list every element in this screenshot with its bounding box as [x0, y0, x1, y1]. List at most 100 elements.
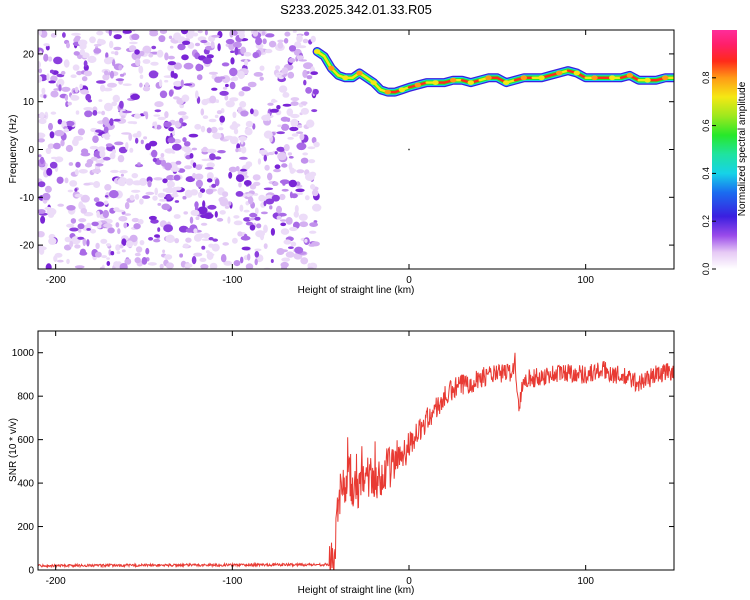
noise-speckle [78, 39, 88, 46]
noise-speckle [106, 261, 111, 266]
noise-speckle [296, 34, 303, 43]
noise-speckle [96, 30, 104, 36]
noise-speckle [116, 251, 121, 255]
noise-speckle [299, 192, 303, 195]
noise-speckle [296, 142, 307, 151]
noise-speckle [79, 49, 86, 56]
noise-speckle [132, 121, 138, 125]
noise-speckle [174, 200, 180, 203]
noise-speckle [91, 221, 99, 227]
noise-speckle [120, 173, 124, 177]
noise-speckle [184, 263, 193, 268]
noise-speckle [53, 255, 58, 262]
noise-speckle [62, 32, 66, 38]
noise-speckle [66, 258, 70, 265]
noise-speckle [164, 111, 169, 119]
noise-speckle [157, 227, 161, 232]
noise-speckle [290, 113, 300, 119]
noise-speckle [270, 259, 274, 263]
noise-speckle [263, 187, 274, 191]
noise-speckle [310, 35, 316, 43]
noise-speckle [111, 59, 116, 67]
noise-speckle [124, 258, 132, 265]
noise-speckle [107, 227, 115, 234]
noise-speckle [262, 38, 267, 45]
colorbar-label: Normalized spectral amplitude [737, 81, 748, 216]
noise-speckle [294, 205, 299, 213]
spectrogram-x-tick-label: 100 [577, 275, 594, 286]
noise-speckle [70, 94, 77, 98]
noise-speckle [38, 154, 42, 158]
noise-speckle [134, 113, 141, 119]
noise-speckle [154, 234, 160, 238]
noise-speckle [89, 145, 99, 150]
spectrogram-x-tick-label: -200 [46, 275, 66, 286]
noise-speckle [274, 164, 281, 169]
noise-speckle [234, 47, 239, 56]
noise-speckle [288, 162, 293, 171]
noise-speckle [102, 87, 113, 92]
noise-speckle [207, 204, 217, 210]
noise-speckle [119, 244, 124, 249]
noise-speckle [202, 57, 213, 65]
noise-speckle [252, 109, 259, 117]
noise-speckle [208, 243, 215, 248]
noise-speckle [121, 249, 126, 253]
noise-speckle [139, 74, 144, 80]
snr-y-tick-label: 200 [17, 522, 34, 533]
noise-speckle [298, 213, 308, 221]
noise-speckle [65, 120, 75, 127]
noise-speckle [206, 251, 214, 260]
noise-speckle [63, 59, 70, 68]
noise-speckle [111, 101, 118, 107]
noise-speckle [179, 253, 184, 258]
ridge-blob [609, 75, 616, 81]
noise-speckle [158, 35, 166, 43]
noise-speckle [174, 238, 180, 244]
noise-speckle [109, 83, 118, 87]
noise-speckle [254, 248, 262, 252]
noise-speckle [193, 228, 198, 234]
noise-speckle [143, 136, 148, 140]
noise-speckle [153, 177, 163, 181]
noise-speckle [121, 132, 132, 135]
noise-speckle [182, 195, 187, 200]
noise-speckle [202, 200, 206, 209]
noise-speckle [252, 174, 261, 181]
snr-frame [37, 330, 675, 571]
noise-speckle [311, 189, 319, 197]
noise-speckle [96, 80, 106, 84]
noise-speckle [115, 209, 125, 213]
noise-speckle [148, 237, 154, 241]
noise-speckle [140, 139, 144, 145]
noise-speckle [153, 238, 161, 243]
noise-speckle [175, 160, 182, 165]
noise-speckle [219, 115, 225, 123]
noise-speckle [134, 49, 140, 55]
noise-speckle [60, 139, 65, 147]
ridge-blob [573, 70, 580, 76]
noise-speckle [74, 265, 85, 269]
noise-speckle [252, 123, 256, 130]
noise-speckle [50, 111, 57, 115]
noise-speckle [39, 50, 43, 57]
noise-speckle [255, 37, 263, 46]
noise-speckle [134, 257, 141, 264]
noise-speckle [67, 101, 72, 106]
noise-speckle [132, 133, 140, 138]
noise-speckle [192, 32, 199, 37]
noise-speckle [200, 108, 205, 116]
noise-speckle [58, 84, 62, 92]
snr-plot-area [38, 331, 674, 570]
noise-speckle [267, 102, 274, 106]
noise-speckle [244, 127, 253, 136]
noise-speckle [218, 76, 226, 80]
noise-speckle [193, 234, 202, 242]
noise-speckle [103, 126, 109, 134]
noise-speckle [48, 237, 57, 245]
noise-speckle [249, 212, 258, 218]
noise-speckle [254, 251, 260, 258]
noise-speckle [122, 83, 132, 86]
noise-speckle [297, 45, 307, 49]
